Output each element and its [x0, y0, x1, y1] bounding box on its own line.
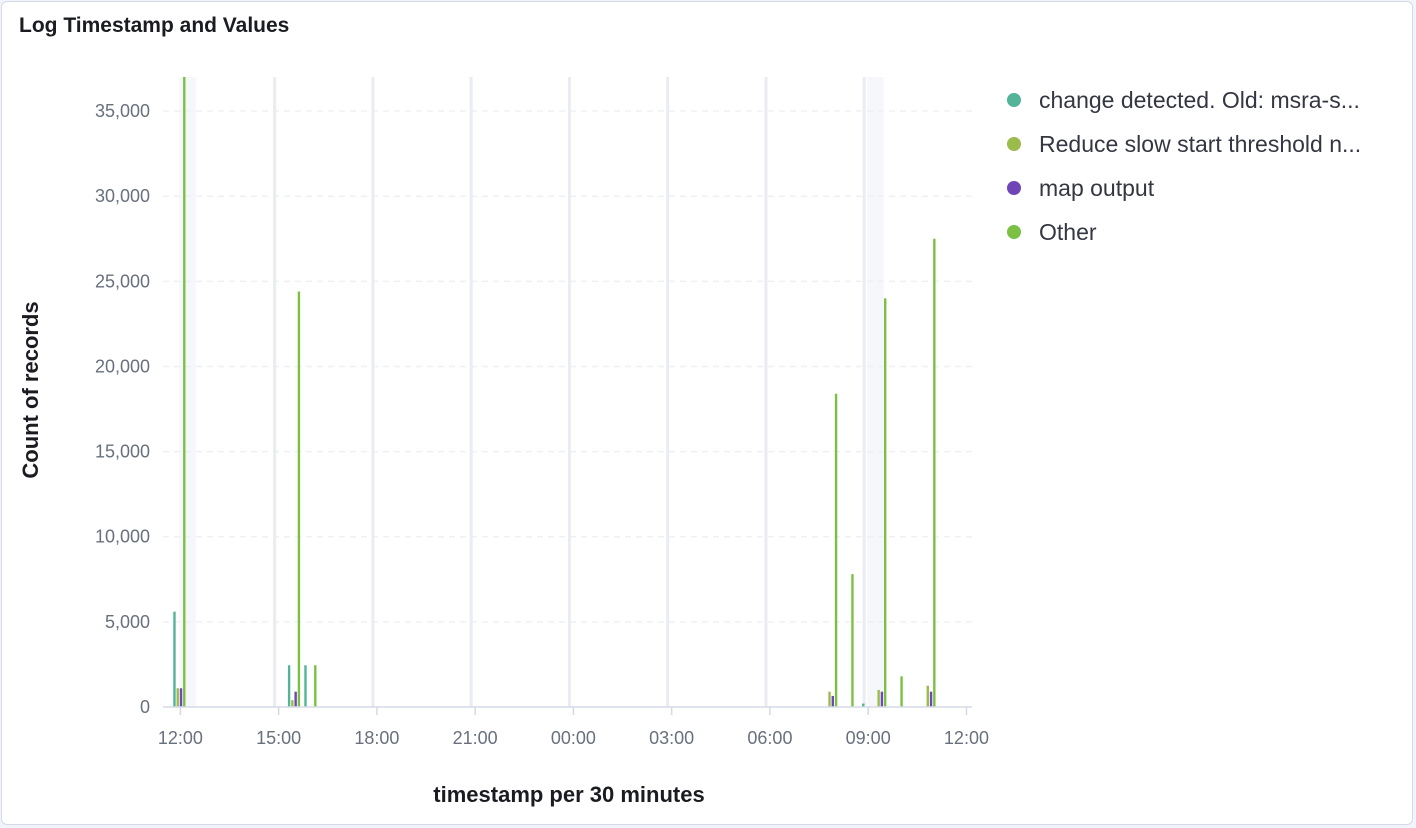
legend-item[interactable]: Other — [1004, 210, 1404, 254]
bar-map-output-0 — [179, 688, 183, 707]
legend-color-dot-icon — [1007, 181, 1021, 195]
bar-reduce-slow-1 — [291, 700, 294, 707]
legend-item[interactable]: map output — [1004, 166, 1404, 210]
legend-label: map output — [1039, 174, 1155, 201]
y-axis-label: Count of records — [18, 301, 43, 478]
x-tick-label: 18:00 — [354, 728, 399, 748]
x-tick-label: 03:00 — [649, 728, 694, 748]
legend-color-dot-icon — [1007, 137, 1021, 151]
y-tick-label: 15,000 — [95, 442, 150, 462]
bar-change-detected-1 — [287, 665, 291, 707]
y-tick-label: 30,000 — [95, 186, 150, 206]
bar-other-4 — [851, 574, 854, 707]
bar-change-detected-3 — [862, 703, 865, 707]
bar-other-7 — [933, 238, 936, 707]
bar-reduce-slow-3 — [877, 689, 880, 707]
bar-reduce-slow-4 — [926, 685, 929, 707]
highlight-band-0 — [179, 77, 196, 707]
chart-plot: 0 5,000 10,000 15,000 20,000 25,000 30,000 35,0… — [18, 77, 989, 807]
bar-other-3 — [834, 393, 838, 707]
bar-change-detected-2 — [304, 665, 307, 707]
y-tick-label: 35,000 — [95, 101, 150, 121]
bar-reduce-slow-0 — [176, 688, 179, 707]
legend-color-dot-icon — [1007, 225, 1021, 239]
legend-color-dot-icon — [1007, 93, 1021, 107]
legend-label: Reduce slow start threshold n... — [1039, 130, 1362, 157]
legend-label: change detected. Old: msra-s... — [1039, 86, 1360, 113]
bar-map-output-2 — [831, 695, 834, 707]
bar-map-output-4 — [929, 691, 933, 707]
x-tick-label: 06:00 — [747, 728, 792, 748]
x-tick-label: 15:00 — [256, 728, 301, 748]
x-tick-label: 12:00 — [158, 728, 203, 748]
y-tick-label: 0 — [140, 697, 150, 717]
x-tick-label: 00:00 — [551, 728, 596, 748]
x-axis-label: timestamp per 30 minutes — [433, 782, 704, 807]
bar-other-0 — [183, 77, 186, 707]
x-tick-label: 21:00 — [453, 728, 498, 748]
bar-other-1 — [297, 291, 301, 707]
bar-reduce-slow-2 — [828, 691, 831, 707]
bar-change-detected-0 — [173, 611, 176, 707]
bar-other-5 — [884, 298, 887, 707]
bar-map-output-1 — [294, 691, 297, 707]
legend-item[interactable]: change detected. Old: msra-s... — [1004, 78, 1404, 122]
y-tick-label: 25,000 — [95, 271, 150, 291]
bar-other-2 — [314, 665, 317, 707]
y-tick-label: 20,000 — [95, 356, 150, 376]
legend: change detected. Old: msra-s... Reduce sl… — [1004, 78, 1404, 254]
bar-other-6 — [900, 676, 903, 707]
x-tick-label: 09:00 — [846, 728, 891, 748]
bar-map-output-3 — [880, 691, 884, 707]
y-tick-label: 10,000 — [95, 527, 150, 547]
x-tick-label: 12:00 — [944, 728, 989, 748]
chart-title: Log Timestamp and Values — [19, 14, 290, 37]
y-tick-label: 5,000 — [105, 612, 150, 632]
legend-item[interactable]: Reduce slow start threshold n... — [1004, 122, 1404, 166]
highlight-band-1 — [867, 77, 884, 707]
legend-label: Other — [1039, 218, 1097, 245]
